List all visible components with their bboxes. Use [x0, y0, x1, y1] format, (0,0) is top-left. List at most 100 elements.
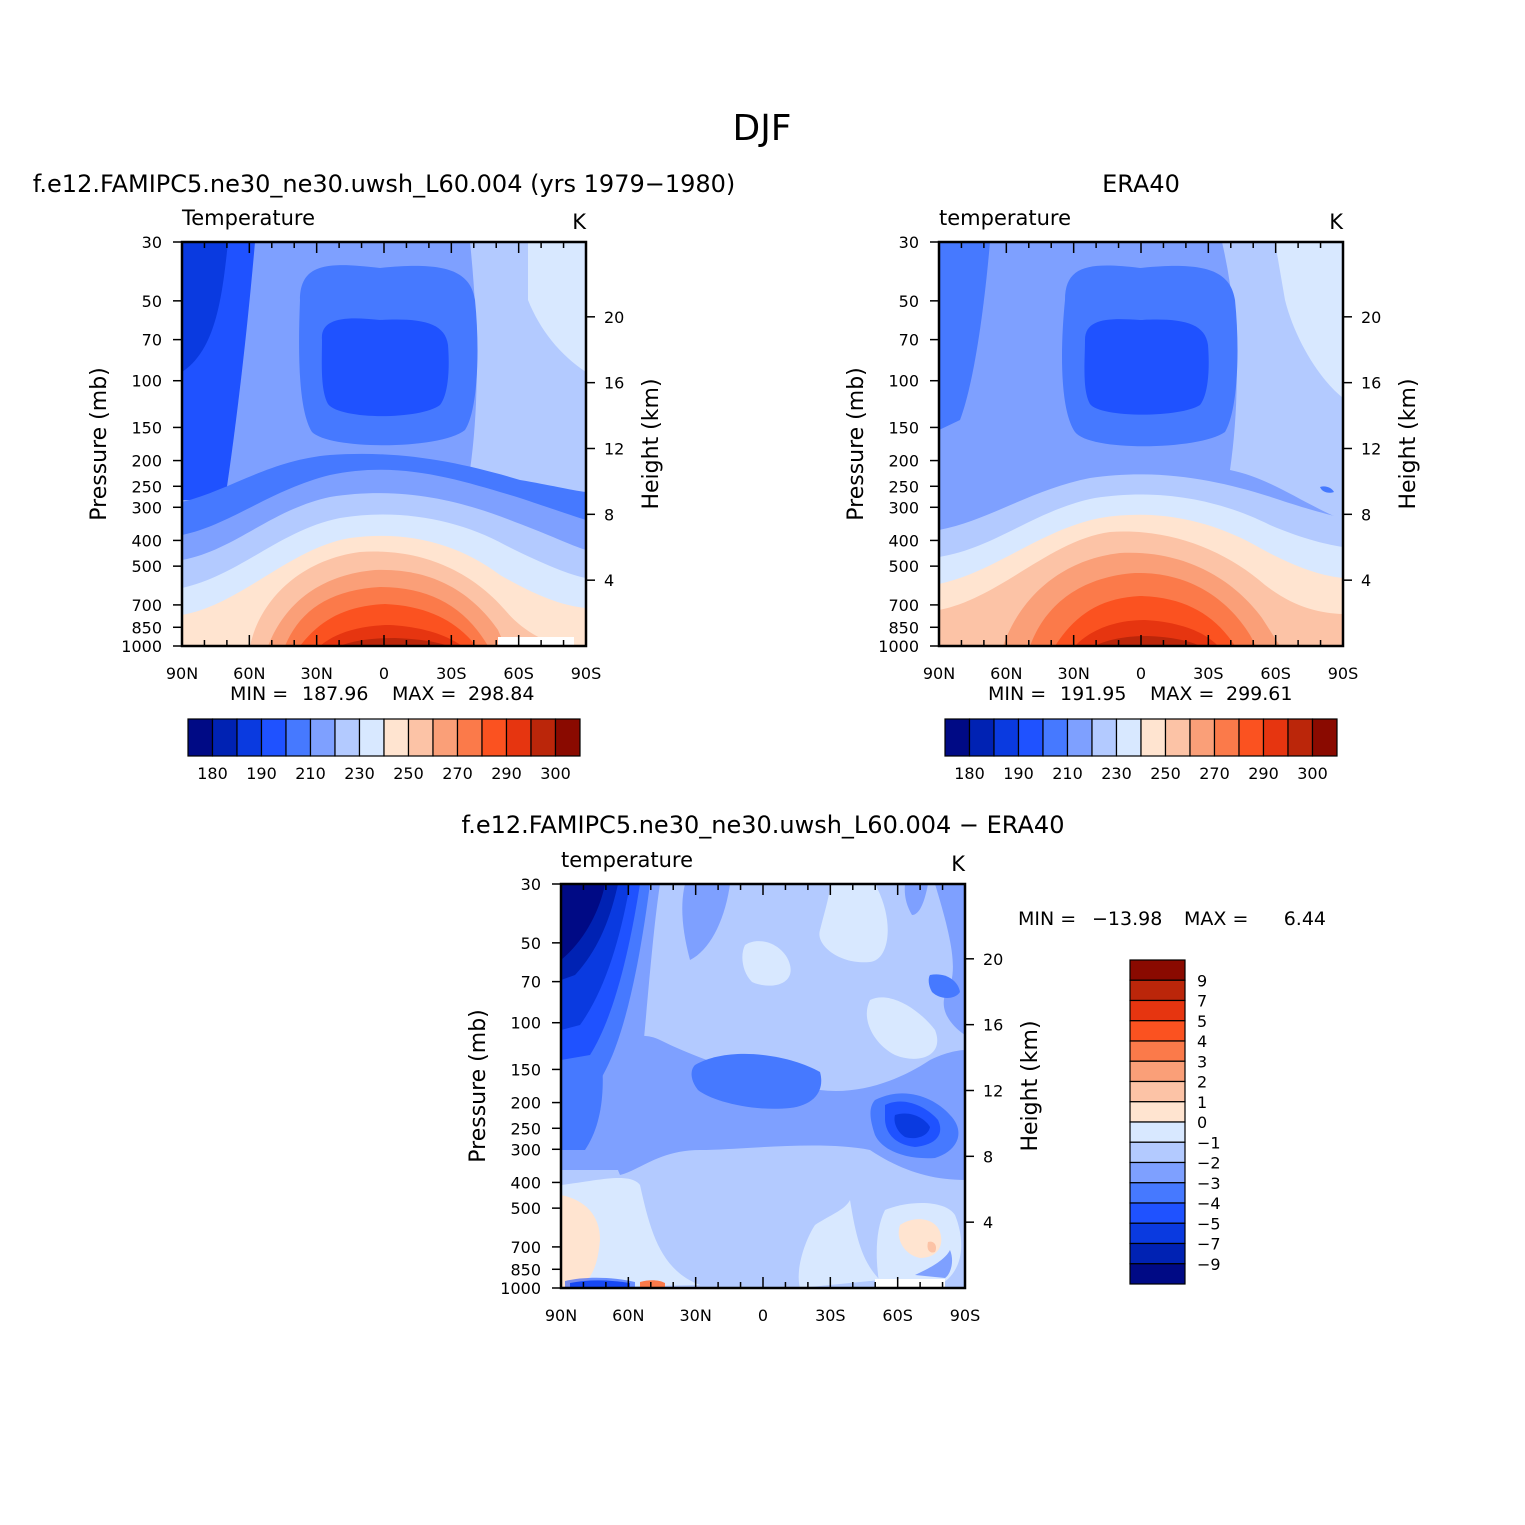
- y2-tick-label: 4: [604, 571, 614, 590]
- colorbar-label: −4: [1197, 1194, 1221, 1213]
- colorbar-label: 210: [295, 764, 326, 783]
- colorbar-swatch: [1129, 979, 1186, 1002]
- max-label: MAX =: [1184, 908, 1248, 930]
- colorbar-swatch: [1115, 718, 1142, 757]
- y-tick-label: 70: [899, 331, 919, 350]
- colorbar-swatch: [1129, 1020, 1186, 1042]
- colorbar-swatch: [993, 718, 1020, 757]
- stats-line: MIN = −13.98 MAX = 6.44: [1018, 908, 1326, 930]
- colorbar-label: 210: [1052, 764, 1083, 783]
- colorbar-label: 7: [1197, 992, 1207, 1011]
- y-tick-label: 50: [899, 292, 919, 311]
- contour-band: [528, 242, 586, 372]
- colorbar-label: 290: [491, 764, 522, 783]
- y2-tick-label: 12: [1361, 439, 1381, 458]
- panel-model: f.e12.FAMIPC5.ne30_ne30.uwsh_L60.004 (yr…: [33, 170, 736, 783]
- colorbar-swatch: [505, 718, 532, 757]
- colorbar-swatch: [1017, 718, 1044, 757]
- colorbar-swatch: [1238, 718, 1265, 757]
- x-tick-label: 30N: [1058, 664, 1090, 683]
- panel-reference: ERA40 temperature K 90N 60N 30N 0 30S 60S 90S 3…: [844, 170, 1421, 783]
- min-value: 191.95: [1060, 683, 1126, 705]
- contour-band: [915, 1250, 953, 1278]
- contour-band: [340, 638, 448, 646]
- colorbar-label: 180: [954, 764, 985, 783]
- contour-band: [894, 1113, 930, 1139]
- y-tick-label: 150: [510, 1060, 541, 1079]
- colorbar-swatch: [1164, 718, 1191, 757]
- colorbar-swatch: [1287, 718, 1314, 757]
- contour-band: [819, 884, 888, 963]
- min-label: MIN =: [230, 683, 288, 705]
- y2-tick-label: 12: [604, 439, 624, 458]
- y2-tick-label: 4: [983, 1213, 993, 1232]
- colorbar-swatch: [1129, 1161, 1186, 1184]
- colorbar-label: 250: [1150, 764, 1181, 783]
- y-tick-label: 100: [131, 372, 162, 391]
- x-tick-label: 60N: [612, 1306, 644, 1325]
- colorbar-swatch: [432, 718, 459, 757]
- panel-units: K: [572, 210, 587, 234]
- colorbar-swatch: [1129, 1222, 1186, 1245]
- colorbar-label: 180: [197, 764, 228, 783]
- colorbar-label: 9: [1197, 971, 1207, 990]
- colorbar-swatch: [358, 718, 385, 757]
- x-tick-label: 30S: [1193, 664, 1224, 683]
- colorbar-label: 270: [1199, 764, 1230, 783]
- x-tick-label: 60N: [233, 664, 265, 683]
- colorbar-swatch: [1129, 1080, 1186, 1103]
- colorbar-swatch: [309, 718, 336, 757]
- colorbar-label: −9: [1197, 1255, 1221, 1274]
- colorbar-swatch: [1129, 999, 1186, 1022]
- colorbar-label: −1: [1197, 1133, 1221, 1152]
- colorbar-swatch: [456, 718, 483, 757]
- y-tick-label: 500: [131, 557, 162, 576]
- y-tick-label: 700: [131, 596, 162, 615]
- y-tick-label: 250: [131, 477, 162, 496]
- y2-tick-label: 8: [604, 505, 614, 524]
- missing-data: [498, 637, 574, 646]
- y-tick-label: 400: [131, 531, 162, 550]
- panel-title: f.e12.FAMIPC5.ne30_ne30.uwsh_L60.004 − E…: [462, 811, 1065, 839]
- x-tick-label: 90N: [166, 664, 198, 683]
- colorbar-label: 0: [1197, 1113, 1207, 1132]
- contour-band: [1320, 486, 1334, 493]
- y-tick-label: 1000: [878, 637, 919, 656]
- y2-tick-label: 20: [1361, 308, 1381, 327]
- stats-line: MIN = 187.96 MAX = 298.84: [230, 683, 534, 705]
- y-axis-label: Pressure (mb): [466, 1009, 491, 1163]
- y-tick-label: 1000: [500, 1279, 541, 1298]
- y-tick-label: 850: [131, 618, 162, 637]
- colorbar-label: −2: [1197, 1154, 1221, 1173]
- colorbar-label: 190: [246, 764, 277, 783]
- y-tick-label: 150: [131, 418, 162, 437]
- y-tick-label: 200: [888, 452, 919, 471]
- x-tick-label: 60S: [503, 664, 534, 683]
- colorbar: 180 190 210 230 250 270 290 300: [187, 718, 581, 783]
- contour-band: [682, 884, 730, 960]
- colorbar-swatch: [1129, 1263, 1186, 1285]
- colorbar-swatch: [1213, 718, 1240, 757]
- colorbar-label: −3: [1197, 1174, 1221, 1193]
- colorbar-swatch: [1091, 718, 1118, 757]
- contour-band: [561, 884, 605, 960]
- x-tick-label: 60N: [990, 664, 1022, 683]
- contour-band: [927, 1241, 937, 1253]
- y-axis-label: Pressure (mb): [87, 367, 112, 521]
- contour-band: [1095, 636, 1200, 646]
- axes: 90N 60N 30N 0 30S 60S 90S 30 50 70 100 150 200 250 300…: [121, 233, 624, 683]
- colorbar-swatch: [1042, 718, 1069, 757]
- missing-data: [875, 1279, 945, 1288]
- colorbar-swatch: [1311, 718, 1338, 757]
- x-tick-label: 60S: [1260, 664, 1291, 683]
- y-tick-label: 70: [142, 331, 162, 350]
- x-tick-label: 90N: [923, 664, 955, 683]
- y2-tick-label: 20: [604, 308, 624, 327]
- panel-title: f.e12.FAMIPC5.ne30_ne30.uwsh_L60.004 (yr…: [33, 170, 736, 198]
- colorbar-swatch: [187, 718, 214, 757]
- y-tick-label: 500: [510, 1199, 541, 1218]
- y-tick-label: 100: [510, 1014, 541, 1033]
- y2-tick-label: 8: [1361, 505, 1371, 524]
- y-tick-label: 300: [888, 498, 919, 517]
